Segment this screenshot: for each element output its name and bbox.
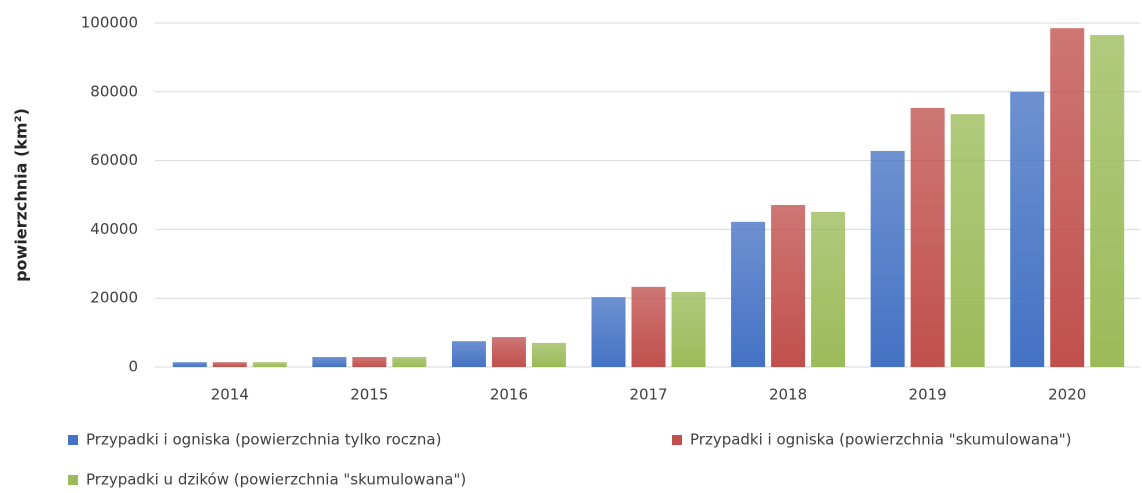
- legend-swatch: [68, 475, 78, 485]
- bar: [252, 362, 287, 367]
- legend-label: Przypadki i ogniska (powierzchnia "skumu…: [690, 431, 1072, 449]
- x-tick-label: 2015: [350, 386, 388, 404]
- bar: [451, 341, 486, 367]
- y-tick-label: 40000: [90, 220, 138, 238]
- bar: [212, 362, 247, 367]
- bar: [392, 357, 427, 367]
- x-tick-label: 2014: [211, 386, 249, 404]
- bar: [352, 357, 387, 367]
- y-tick-label: 60000: [90, 151, 138, 169]
- legend-swatch: [672, 435, 682, 445]
- legend-label: Przypadki u dzików (powierzchnia "skumul…: [86, 471, 466, 489]
- y-tick-label: 80000: [90, 82, 138, 100]
- bar: [771, 204, 806, 367]
- x-tick-label: 2018: [769, 386, 807, 404]
- y-tick-label: 0: [128, 358, 138, 376]
- bar: [531, 342, 566, 367]
- bar: [731, 221, 766, 367]
- bar: [631, 286, 666, 367]
- bar: [870, 150, 905, 367]
- bar: [591, 297, 626, 367]
- bar: [1050, 28, 1085, 367]
- legend-label: Przypadki i ogniska (powierzchnia tylko …: [86, 431, 441, 449]
- bar: [950, 114, 985, 367]
- bar: [312, 357, 347, 367]
- bar: [172, 362, 207, 367]
- y-tick-label: 100000: [81, 14, 138, 32]
- bar: [1090, 35, 1125, 367]
- legend-swatch: [68, 435, 78, 445]
- x-tick-label: 2017: [629, 386, 667, 404]
- bar: [491, 337, 526, 367]
- x-tick-label: 2020: [1048, 386, 1086, 404]
- x-tick-label: 2016: [490, 386, 528, 404]
- bar: [1010, 91, 1045, 368]
- bar: [910, 107, 945, 367]
- y-tick-label: 20000: [90, 289, 138, 307]
- bar: [811, 211, 846, 367]
- bar: [671, 292, 706, 367]
- y-axis-label: powierzchnia (km²): [12, 108, 31, 282]
- x-tick-label: 2019: [909, 386, 947, 404]
